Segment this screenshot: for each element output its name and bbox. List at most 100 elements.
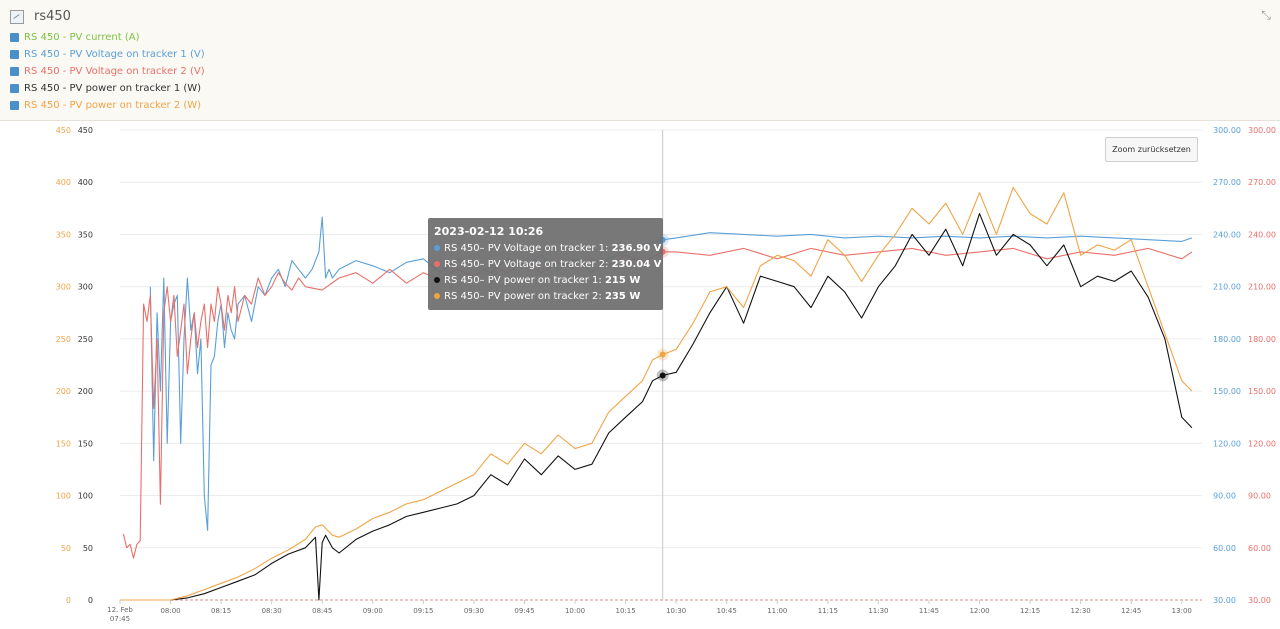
tooltip-series-value: 215 W	[604, 275, 641, 286]
legend-label: RS 450 - PV power on tracker 2 (W)	[24, 100, 202, 111]
x-tick-label: 12. Feb 07:45	[107, 606, 133, 623]
legend-swatch	[10, 67, 19, 76]
y-tick-label-right-blue: 30.00	[1213, 596, 1236, 605]
x-tick-label: 10:30	[666, 607, 686, 615]
y-tick-label-left-orange: 350	[56, 230, 71, 239]
x-tick-label: 11:30	[868, 607, 888, 615]
y-tick-label-right-red: 60.00	[1248, 544, 1271, 553]
tooltip-row: RS 450– PV power on tracker 1: 215 W	[434, 273, 657, 289]
x-tick-label: 08:45	[312, 607, 332, 615]
y-tick-label-left-orange: 300	[56, 283, 71, 292]
tooltip-series-label: RS 450– PV Voltage on tracker 2:	[444, 259, 609, 270]
x-tick-label: 09:30	[464, 607, 484, 615]
y-tick-label-left-black: 400	[78, 178, 93, 187]
highlight-point[interactable]	[659, 351, 666, 358]
x-tick-label: 09:00	[363, 607, 383, 615]
y-tick-label-left-orange: 250	[56, 335, 71, 344]
y-tick-label-right-red: 30.00	[1248, 596, 1271, 605]
legend-item[interactable]: RS 450 - PV power on tracker 1 (W)	[10, 83, 201, 94]
legend-label: RS 450 - PV Voltage on tracker 1 (V)	[24, 49, 205, 60]
y-tick-label-right-blue: 210.00	[1213, 283, 1241, 292]
y-tick-label-left-orange: 200	[56, 387, 71, 396]
y-tick-label-left-black: 300	[78, 283, 93, 292]
legend-item[interactable]: RS 450 - PV Voltage on tracker 2 (V)	[10, 66, 205, 77]
legend-swatch	[10, 33, 19, 42]
y-tick-label-left-orange: 50	[61, 544, 71, 553]
y-tick-label-right-blue: 60.00	[1213, 544, 1236, 553]
tooltip-row: RS 450– PV Voltage on tracker 1: 236.90 …	[434, 241, 661, 257]
tooltip-series-value: 236.90 V	[611, 243, 662, 254]
legend-item[interactable]: RS 450 - PV Voltage on tracker 1 (V)	[10, 49, 205, 60]
x-tick-label: 12:15	[1020, 607, 1040, 615]
x-tick-label: 08:00	[160, 607, 180, 615]
tooltip-series-label: RS 450– PV power on tracker 2:	[444, 291, 602, 302]
x-tick-label: 08:30	[262, 607, 282, 615]
legend-label: RS 450 - PV Voltage on tracker 2 (V)	[24, 66, 205, 77]
y-tick-label-left-orange: 0	[66, 596, 71, 605]
x-tick-label: 11:15	[818, 607, 838, 615]
tooltip-row: RS 450– PV power on tracker 2: 235 W	[434, 289, 657, 305]
legend-swatch	[10, 50, 19, 59]
x-tick-label: 12:30	[1071, 607, 1091, 615]
tooltip-title: 2023-02-12 10:26	[434, 225, 544, 238]
y-tick-label-left-black: 50	[83, 544, 93, 553]
chart-tooltip: 2023-02-12 10:26 RS 450– PV Voltage on t…	[428, 218, 663, 310]
tooltip-row: RS 450– PV Voltage on tracker 2: 230.04 …	[434, 257, 661, 273]
y-tick-label-right-blue: 300.00	[1213, 126, 1241, 135]
y-tick-label-right-red: 300.00	[1248, 126, 1276, 135]
y-tick-label-right-blue: 180.00	[1213, 335, 1241, 344]
y-tick-label-left-black: 350	[78, 230, 93, 239]
y-tick-label-left-orange: 150	[56, 439, 71, 448]
x-tick-label: 12:45	[1121, 607, 1141, 615]
tooltip-series-dot	[434, 293, 440, 299]
y-tick-label-right-red: 150.00	[1248, 387, 1276, 396]
series-line[interactable]	[122, 247, 1193, 559]
y-tick-label-left-black: 200	[78, 387, 93, 396]
tooltip-series-label: RS 450– PV Voltage on tracker 1:	[444, 243, 609, 254]
zoom-reset-button[interactable]: Zoom zurücksetzen	[1105, 137, 1198, 162]
y-tick-label-left-orange: 400	[56, 178, 71, 187]
series-line[interactable]	[120, 186, 1193, 601]
legend-item[interactable]: RS 450 - PV power on tracker 2 (W)	[10, 100, 201, 111]
highlight-point[interactable]	[659, 372, 666, 379]
y-tick-label-left-black: 450	[78, 126, 93, 135]
collapse-icon[interactable]: ⤡	[1261, 8, 1271, 22]
series-line[interactable]	[120, 213, 1193, 601]
y-tick-label-right-blue: 240.00	[1213, 230, 1241, 239]
widget-title: rs450	[10, 9, 71, 24]
legend-item[interactable]: RS 450 - PV current (A)	[10, 32, 139, 43]
y-tick-label-right-red: 240.00	[1248, 230, 1276, 239]
legend-label: RS 450 - PV power on tracker 1 (W)	[24, 83, 202, 94]
tooltip-series-dot	[434, 245, 440, 251]
tooltip-series-value: 235 W	[604, 291, 641, 302]
tooltip-series-dot	[434, 261, 440, 267]
x-tick-label: 13:00	[1172, 607, 1192, 615]
y-tick-label-right-red: 270.00	[1248, 178, 1276, 187]
x-tick-label: 11:00	[767, 607, 787, 615]
x-tick-label: 10:45	[717, 607, 737, 615]
x-tick-label: 11:45	[919, 607, 939, 615]
y-tick-label-right-red: 120.00	[1248, 439, 1276, 448]
tooltip-series-label: RS 450– PV power on tracker 1:	[444, 275, 602, 286]
y-tick-label-left-orange: 100	[56, 492, 71, 501]
x-tick-label: 08:15	[211, 607, 231, 615]
x-tick-label: 12:00	[969, 607, 989, 615]
line-chart[interactable]: 0 0 30.00 30.00 50 50 60.00 60.00 100 100 90.00 90.…	[0, 120, 1280, 629]
chart-icon	[10, 9, 24, 24]
y-tick-label-left-black: 150	[78, 439, 93, 448]
tooltip-series-value: 230.04 V	[611, 259, 662, 270]
widget-title-text: rs450	[34, 9, 71, 24]
tooltip-series-dot	[434, 277, 440, 283]
y-tick-label-right-red: 180.00	[1248, 335, 1276, 344]
legend-label: RS 450 - PV current (A)	[24, 32, 140, 43]
y-tick-label-right-blue: 90.00	[1213, 492, 1236, 501]
x-tick-label: 10:15	[616, 607, 636, 615]
y-tick-label-right-red: 210.00	[1248, 283, 1276, 292]
y-tick-label-left-black: 250	[78, 335, 93, 344]
y-tick-label-left-orange: 450	[56, 126, 71, 135]
x-tick-label: 10:00	[565, 607, 585, 615]
y-tick-label-right-red: 90.00	[1248, 492, 1271, 501]
x-tick-label: 09:15	[413, 607, 433, 615]
x-tick-label: 09:45	[514, 607, 534, 615]
y-tick-label-right-blue: 270.00	[1213, 178, 1241, 187]
